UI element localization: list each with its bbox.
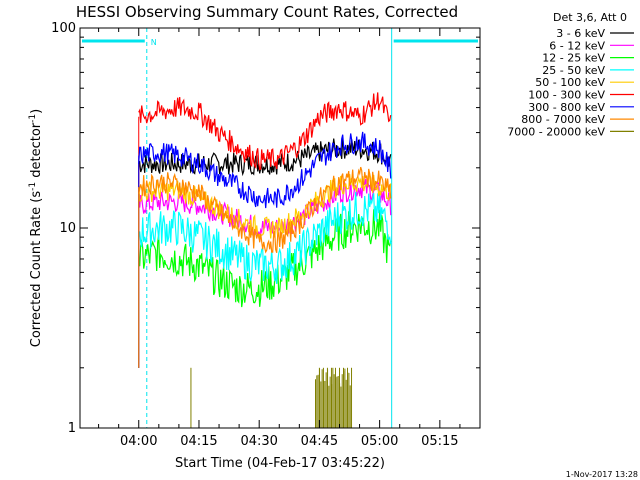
- y-axis-label: Corrected Count Rate (s-1 detector-1): [28, 109, 44, 347]
- series-line: [138, 131, 392, 209]
- legend-label: 7000 - 20000 keV: [507, 125, 605, 138]
- y-tick-label: 100: [51, 21, 76, 36]
- chart-title: HESSI Observing Summary Count Rates, Cor…: [76, 3, 458, 21]
- x-tick-label: 04:15: [180, 434, 217, 449]
- series-line: [138, 138, 392, 177]
- legend-label: 100 - 300 keV: [528, 89, 605, 102]
- series-line: [138, 191, 392, 285]
- x-tick-label: 05:00: [361, 434, 398, 449]
- x-tick-label: 04:30: [240, 434, 277, 449]
- legend-label: 12 - 25 keV: [542, 52, 605, 65]
- legend-label: 800 - 7000 keV: [521, 113, 605, 126]
- legend-header: Det 3,6, Att 0: [553, 11, 627, 24]
- legend-label: 25 - 50 keV: [542, 64, 605, 77]
- night-annotation: N: [151, 38, 157, 47]
- legend-label: 6 - 12 keV: [549, 39, 605, 52]
- series-line: [138, 166, 392, 254]
- x-tick-label: 05:15: [421, 434, 458, 449]
- legend-label: 50 - 100 keV: [535, 76, 605, 89]
- series-spikes: [190, 367, 353, 428]
- x-axis-label: Start Time (04-Feb-17 03:45:22): [175, 456, 385, 471]
- plot-area: N 1 10 100 04:00 04:15 04:30 04:45 05:00 05:15: [51, 21, 481, 449]
- y-tick-label: 1: [68, 421, 76, 436]
- legend-label: 300 - 800 keV: [528, 101, 605, 114]
- y-tick-label: 10: [59, 221, 76, 236]
- x-tick-label: 04:00: [120, 434, 157, 449]
- legend-label: 3 - 6 keV: [556, 27, 605, 40]
- footer-date: 1-Nov-2017 13:28: [566, 470, 638, 479]
- x-tick-label: 04:45: [301, 434, 338, 449]
- series-line: [138, 92, 392, 171]
